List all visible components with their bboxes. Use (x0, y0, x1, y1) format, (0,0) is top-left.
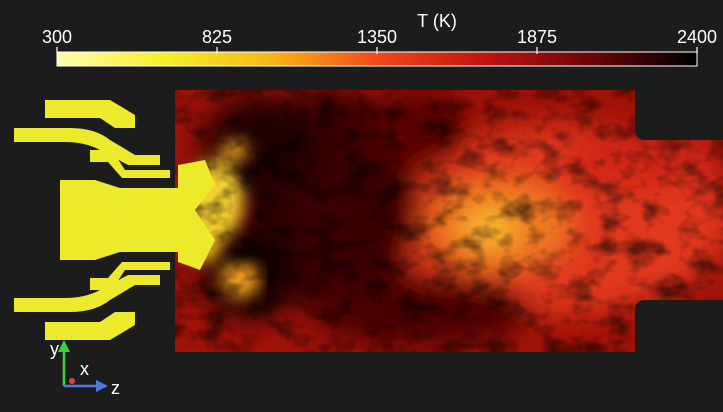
x-arrow (69, 378, 75, 384)
colorbar-tick-label: 300 (42, 27, 72, 47)
y-arrow-head (58, 340, 70, 352)
y-axis-label: y (50, 339, 59, 359)
colorbar-tick-label: 1875 (517, 27, 557, 47)
colorbar (56, 51, 698, 67)
colorbar-title: T (K) (417, 11, 457, 31)
temperature-field (175, 90, 723, 352)
z-arrow-head (96, 380, 108, 392)
colorbar-tick-label: 825 (202, 27, 232, 47)
z-axis-label: z (111, 378, 120, 398)
injector (14, 100, 215, 340)
axis-triad: y x z (50, 339, 120, 398)
colorbar-tick-label: 1350 (357, 27, 397, 47)
colorbar-ticks: 300 825 1350 1875 2400 (42, 27, 717, 54)
colorbar-tick-label: 2400 (677, 27, 717, 47)
x-axis-label: x (80, 359, 89, 379)
